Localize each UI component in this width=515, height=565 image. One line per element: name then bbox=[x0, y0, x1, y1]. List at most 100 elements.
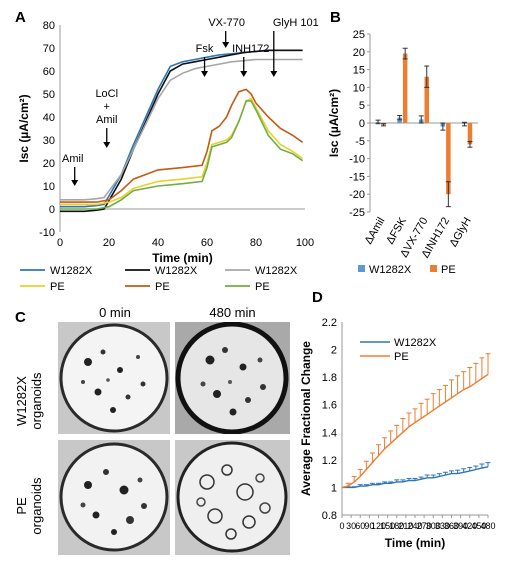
panel-a-arrow-0-head bbox=[71, 180, 79, 186]
panel-a-xtick-label: 0 bbox=[57, 237, 63, 249]
panel-b-legend-label-0: W1282X bbox=[369, 264, 412, 276]
panel-b-bar-1-3 bbox=[446, 123, 451, 195]
panel-b-legend-label-1: PE bbox=[441, 264, 456, 276]
panel-b-legend-swatch-1 bbox=[430, 265, 437, 272]
row-label-w1282x-line1: W1282X bbox=[14, 376, 29, 426]
panel-d-y-axis-label: Average Fractional Change bbox=[299, 341, 313, 496]
panel-d-ytick-label: 0.8 bbox=[322, 510, 337, 522]
panel-b-ytick-label: -5 bbox=[355, 136, 365, 148]
panel-d-ytick-label: 1.4 bbox=[322, 427, 337, 439]
panel-d-xtick-label: 270 bbox=[417, 521, 432, 531]
panel-a-xtick-label: 60 bbox=[201, 237, 213, 249]
panel-b-bar-1-1 bbox=[402, 53, 408, 123]
panel-a-annotation-3: Amil bbox=[96, 114, 117, 126]
panel-a-xtick-label: 80 bbox=[250, 237, 262, 249]
panel-b-legend-swatch-0 bbox=[358, 265, 365, 272]
panel-label-d: D bbox=[312, 289, 323, 306]
panel-a-x-axis-label: Time (min) bbox=[152, 251, 212, 265]
panel-a-series-line-3 bbox=[60, 97, 304, 206]
panel-d-xtick-label: 30 bbox=[346, 521, 356, 531]
panel-a-ytick-label: 70 bbox=[43, 43, 55, 55]
panel-a-arrow-4-head bbox=[201, 71, 209, 77]
panel-a-legend-label-1: W1282X bbox=[155, 265, 198, 277]
panel-b-category-label: ΔGlyH bbox=[448, 215, 474, 249]
panel-a-annotation-6: INH172 bbox=[232, 43, 269, 55]
row-label-w1282x-line2: organoids bbox=[29, 372, 44, 430]
panel-d-xtick-label: 330 bbox=[435, 521, 450, 531]
panel-b-bar-0-1 bbox=[397, 117, 402, 123]
panel-a-annotation-7: GlyH 101 bbox=[273, 17, 319, 29]
panel-b-ytick-label: -10 bbox=[349, 154, 365, 166]
panel-d-ytick-label: 1.2 bbox=[322, 455, 337, 467]
panel-a-ytick-label: 10 bbox=[43, 181, 55, 193]
panel-a-series-line-5 bbox=[60, 100, 304, 210]
micrograph-w1282x-0min bbox=[58, 322, 170, 434]
panel-a-ytick-label: 30 bbox=[43, 135, 55, 147]
panel-d-xtick-label: 180 bbox=[389, 521, 404, 531]
row-label-pe-line1: PE bbox=[14, 497, 29, 515]
panel-d-xtick-label: 390 bbox=[453, 521, 468, 531]
panel-a-ytick-label: 50 bbox=[43, 89, 55, 101]
panel-d-xtick-label: 90 bbox=[364, 521, 374, 531]
panel-b-ytick-label: 25 bbox=[353, 29, 365, 41]
panel-a-y-axis-label: Isc (µA/cm²) bbox=[17, 94, 31, 162]
panel-b-ytick-label: -20 bbox=[349, 189, 365, 201]
panel-a-arrow-7-head bbox=[270, 71, 278, 77]
row-label-pe-line2: organoids bbox=[29, 477, 44, 535]
panel-d-ytick-label: 1.6 bbox=[322, 400, 337, 412]
panel-b-bar-1-2 bbox=[424, 76, 429, 123]
panel-a-ytick-label: 40 bbox=[43, 112, 55, 124]
panel-b-ytick-label: 0 bbox=[359, 118, 365, 130]
panel-d-xtick-label: 150 bbox=[380, 521, 395, 531]
panel-label-a: A bbox=[15, 9, 26, 26]
panel-a-ytick-label: 0 bbox=[49, 204, 55, 216]
panel-a-series-line-2 bbox=[60, 58, 303, 201]
panel-a-arrow-3-head bbox=[103, 142, 111, 148]
panel-b-ytick-label: 10 bbox=[353, 82, 365, 94]
panel-b-y-axis-label: Isc (µA/cm²) bbox=[327, 89, 341, 157]
panel-d-xtick-label: 300 bbox=[426, 521, 441, 531]
micrograph-pe-480min bbox=[175, 440, 290, 555]
panel-d-xtick-label: 360 bbox=[444, 521, 459, 531]
panel-a-legend-label-5: PE bbox=[255, 281, 270, 293]
panel-a-annotation-4: Fsk bbox=[196, 43, 214, 55]
panel-a-xtick-label: 100 bbox=[296, 237, 314, 249]
panel-label-b: B bbox=[330, 9, 341, 26]
panel-a-arrow-6-head bbox=[240, 71, 248, 77]
panel-a-series-line-4 bbox=[60, 88, 304, 203]
panel-b-chart: 25 20 15 10 5 0 -5 -10 -15 -20 -25 Isc (µA/cm²) ΔAmi… bbox=[327, 29, 478, 276]
panel-a-xtick-label: 40 bbox=[152, 237, 164, 249]
panel-a-annotation-2: + bbox=[104, 101, 110, 113]
col-header-0min: 0 min bbox=[99, 305, 131, 320]
panel-b-bar-1-4 bbox=[467, 123, 473, 145]
col-header-480min: 480 min bbox=[209, 305, 256, 320]
panel-a-annotation-5: VX-770 bbox=[208, 17, 245, 29]
panel-label-c: C bbox=[15, 309, 26, 326]
panel-a-ytick-label: 60 bbox=[43, 66, 55, 78]
panel-d-xtick-label: 210 bbox=[398, 521, 413, 531]
panel-d-chart: 0.811.21.41.61.822.20 30 60 901201501802102… bbox=[299, 317, 496, 550]
panel-a-ytick-label: 20 bbox=[43, 158, 55, 170]
panel-b-ytick-label: -15 bbox=[349, 171, 365, 183]
panel-d-legend-label-1: PE bbox=[394, 351, 409, 363]
panel-d-xtick-label: 480 bbox=[480, 521, 495, 531]
panel-b-ytick-label: 15 bbox=[353, 65, 365, 77]
panel-d-ytick-label: 2.2 bbox=[322, 317, 337, 329]
panel-a-annotation-0: Amil bbox=[62, 153, 83, 165]
panel-d-xtick-label: 240 bbox=[407, 521, 422, 531]
panel-a-ytick-label: 80 bbox=[43, 20, 55, 32]
panel-b-ytick-label: 5 bbox=[359, 100, 365, 112]
micrograph-pe-0min bbox=[58, 440, 170, 555]
panel-d-xtick-label: 450 bbox=[471, 521, 486, 531]
panel-a-legend-label-3: PE bbox=[50, 281, 65, 293]
panel-b-category-label: ΔAmil bbox=[363, 216, 388, 247]
panel-a-series-line-1 bbox=[60, 49, 303, 213]
panel-d-ytick-label: 2 bbox=[331, 345, 337, 357]
panel-a-arrow-5-head bbox=[222, 42, 230, 48]
panel-b-ytick-label: -25 bbox=[349, 207, 365, 219]
panel-d-xtick-label: 120 bbox=[371, 521, 386, 531]
panel-d-ytick-label: 1 bbox=[331, 482, 337, 494]
panel-d-xtick-label: 420 bbox=[462, 521, 477, 531]
row-label-w1282x: W1282X organoids bbox=[14, 361, 46, 441]
